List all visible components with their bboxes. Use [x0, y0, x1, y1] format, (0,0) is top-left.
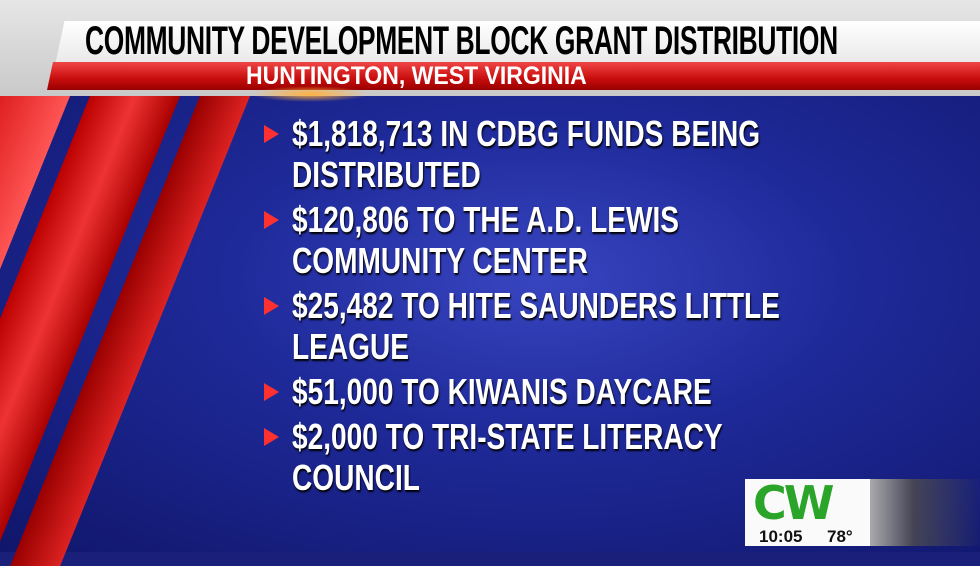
- list-item: $25,482 TO HITE SAUNDERS LITTLE LEAGUE: [262, 285, 917, 367]
- list-item: $51,000 TO KIWANIS DAYCARE: [262, 371, 917, 412]
- graphic-title: COMMUNITY DEVELOPMENT BLOCK GRANT DISTRI…: [85, 19, 838, 63]
- bullet-text: $51,000 TO KIWANIS DAYCARE: [292, 371, 712, 412]
- bullet-text: $1,818,713 IN CDBG FUNDS BEING: [292, 113, 761, 154]
- light-flare: [250, 86, 370, 102]
- triangle-bullet-icon: [264, 297, 279, 315]
- bullet-text: LEAGUE: [292, 326, 410, 367]
- list-item: $1,818,713 IN CDBG FUNDS BEING DISTRIBUTE…: [262, 113, 917, 195]
- cw-logo: CW: [753, 476, 834, 530]
- bullet-text: $2,000 TO TRI-STATE LITERACY: [292, 416, 723, 457]
- bullet-text: COUNCIL: [292, 457, 420, 498]
- list-item: $2,000 TO TRI-STATE LITERACY COUNCIL: [262, 416, 917, 498]
- list-item: $120,806 TO THE A.D. LEWIS COMMUNITY CENT…: [262, 199, 917, 281]
- bullet-text: DISTRIBUTED: [292, 154, 481, 195]
- temperature: 78°: [827, 527, 853, 546]
- bullet-text: $120,806 TO THE A.D. LEWIS: [292, 199, 680, 240]
- bullet-text: $25,482 TO HITE SAUNDERS LITTLE: [292, 285, 780, 326]
- bullet-text: COMMUNITY CENTER: [292, 240, 588, 281]
- station-bug: CW 10:05 78°: [745, 479, 980, 549]
- graphic-subtitle: HUNTINGTON, WEST VIRGINIA: [246, 62, 587, 90]
- triangle-bullet-icon: [264, 125, 279, 143]
- bullet-list: $1,818,713 IN CDBG FUNDS BEING DISTRIBUTE…: [262, 113, 917, 502]
- blue-background: [0, 96, 980, 552]
- triangle-bullet-icon: [264, 383, 279, 401]
- bug-fade: [855, 479, 980, 546]
- triangle-bullet-icon: [264, 428, 279, 446]
- bug-panel: [745, 479, 870, 546]
- clock-time: 10:05: [759, 527, 803, 546]
- triangle-bullet-icon: [264, 211, 279, 229]
